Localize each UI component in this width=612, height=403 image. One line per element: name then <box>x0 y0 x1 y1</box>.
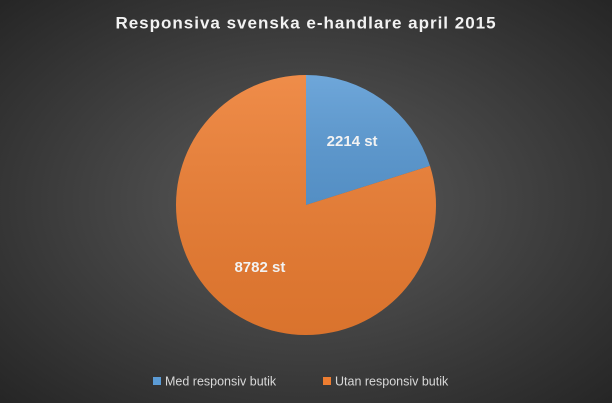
legend-swatch <box>323 377 331 385</box>
data-label: 8782 st <box>234 259 285 276</box>
legend-label: Utan responsiv butik <box>335 374 449 388</box>
legend-label: Med responsiv butik <box>165 374 277 388</box>
data-label: 2214 st <box>327 133 378 150</box>
chart-title: Responsiva svenska e-handlare april 2015 <box>115 13 496 32</box>
legend-swatch <box>153 377 161 385</box>
